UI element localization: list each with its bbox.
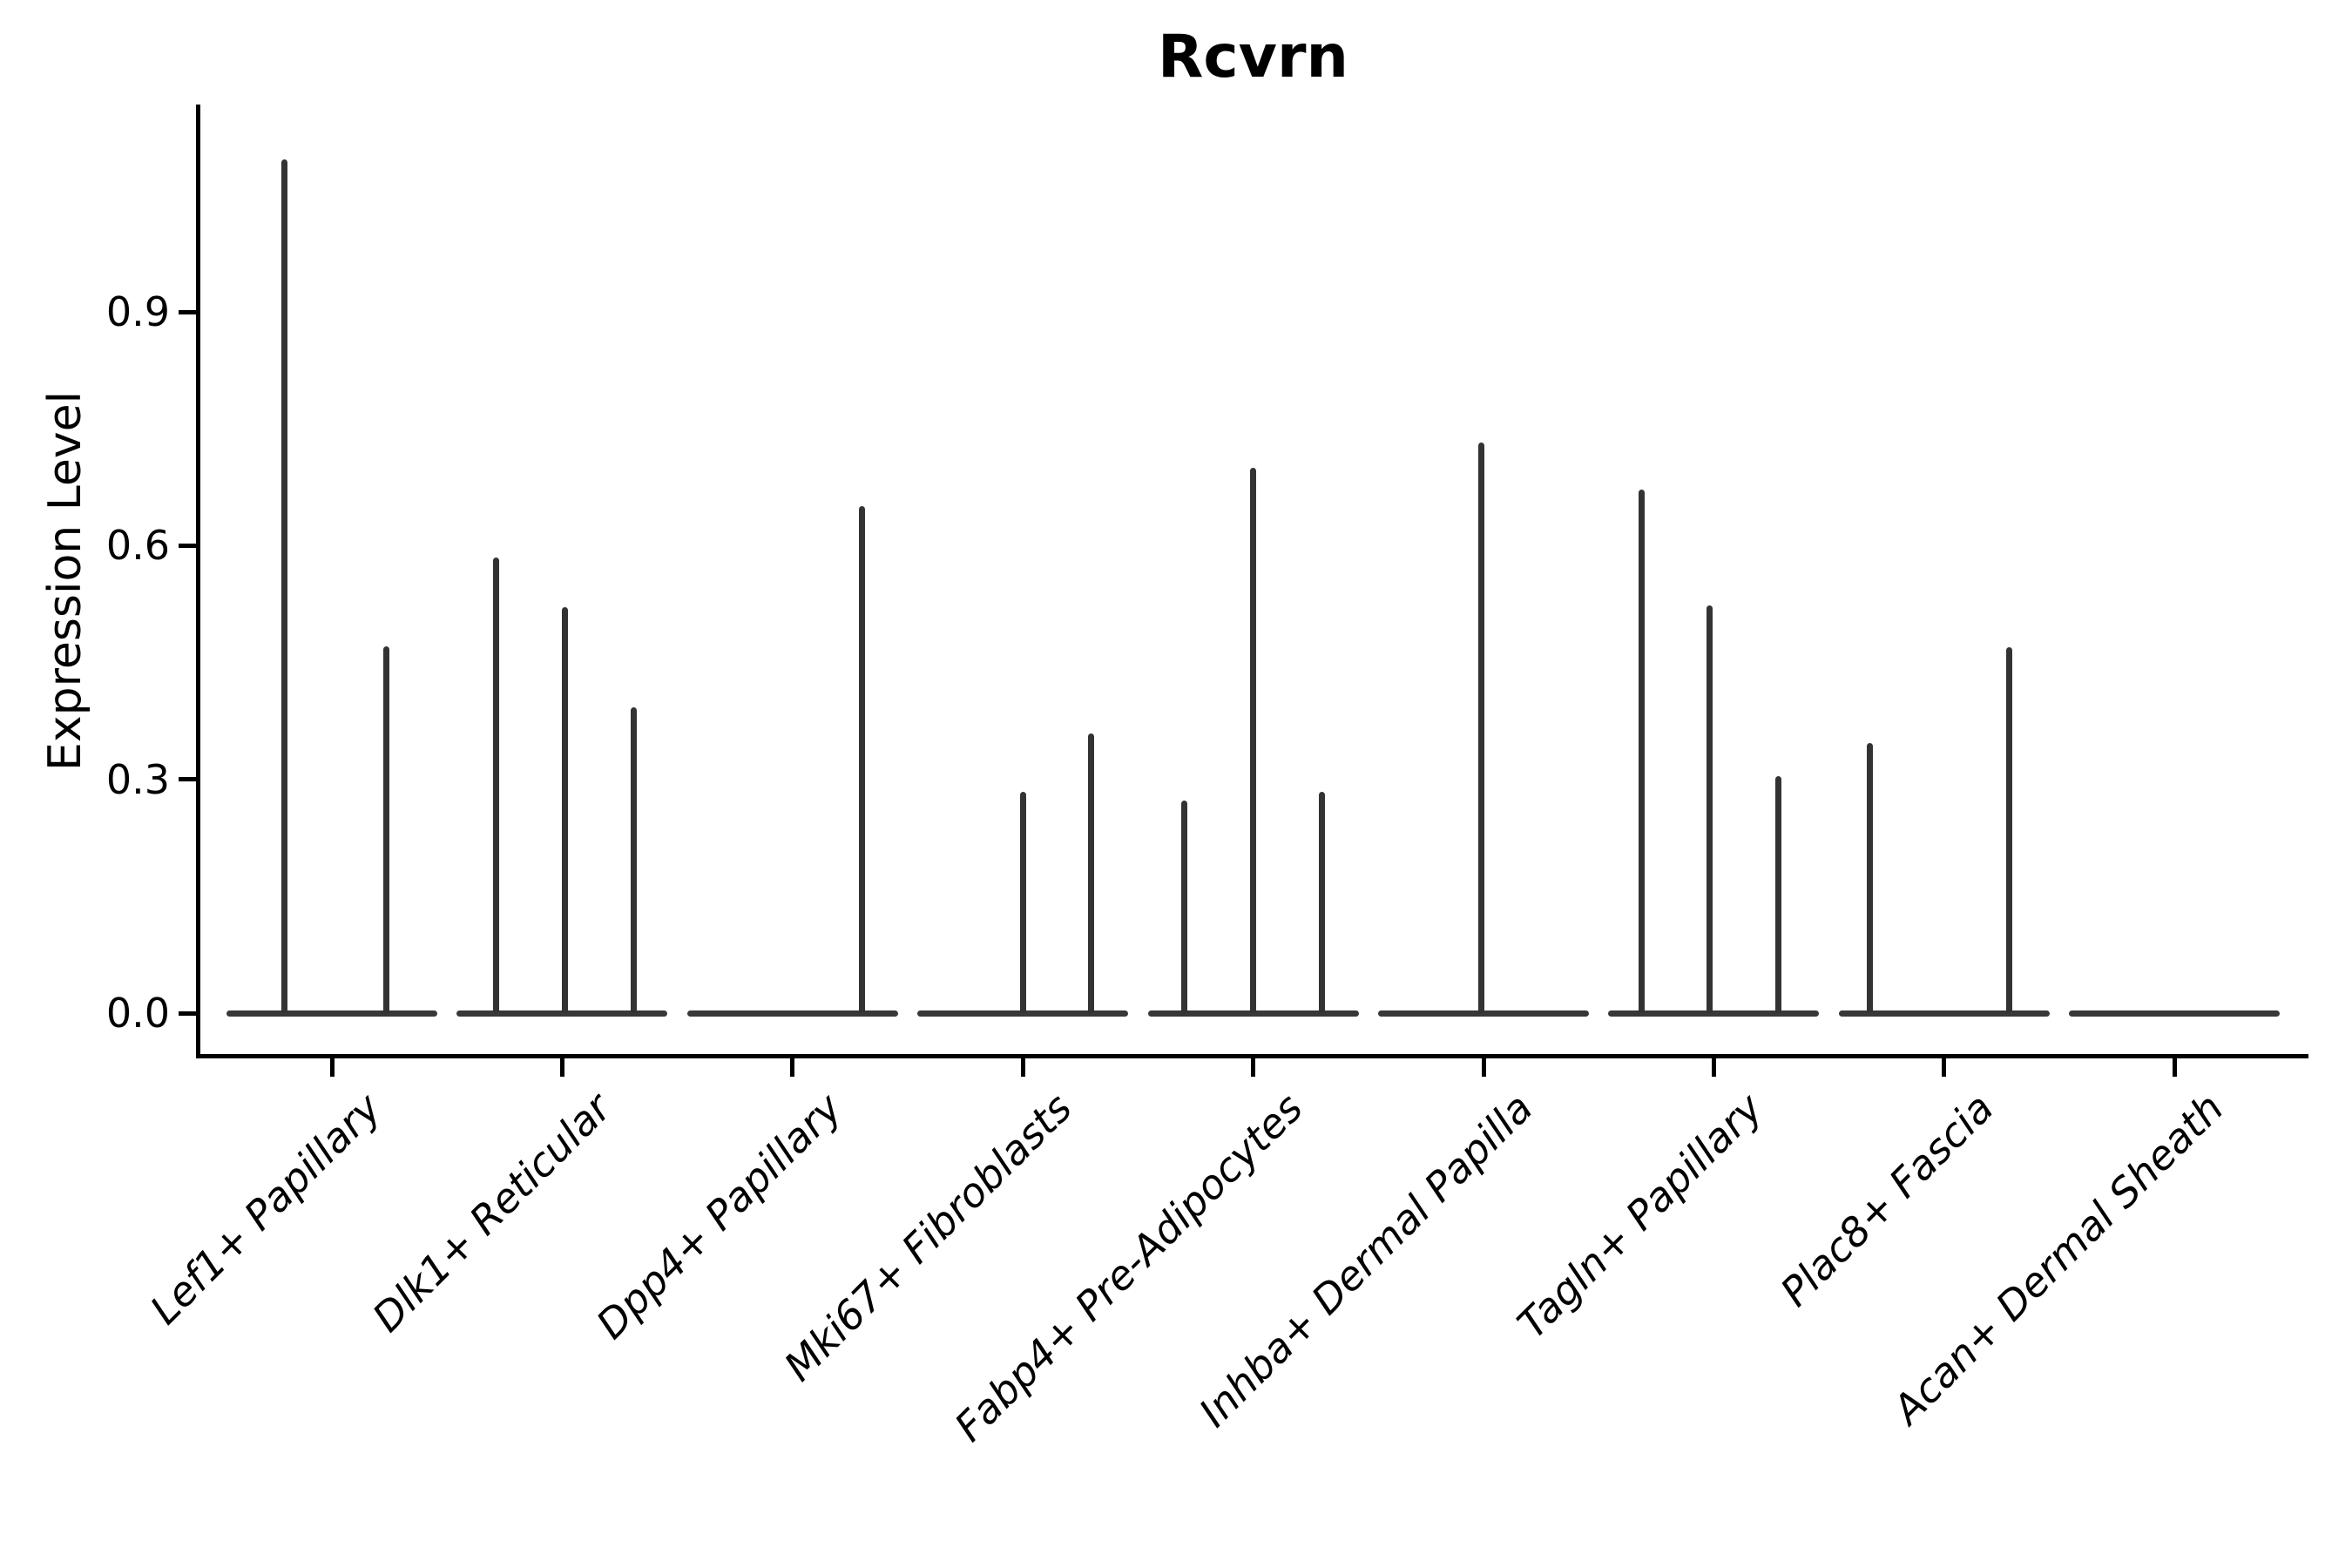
violin-spike <box>1477 443 1484 1013</box>
violin-zero-body <box>456 1010 668 1017</box>
y-axis-tick <box>179 777 196 782</box>
x-axis-tick <box>329 1056 335 1077</box>
violin-spike <box>1707 605 1713 1013</box>
x-tick-label: Dpp4+ Papillary <box>586 1084 851 1348</box>
violin-zero-body <box>1378 1010 1589 1017</box>
violin-spike <box>1318 791 1325 1013</box>
x-axis-tick <box>1481 1056 1486 1077</box>
y-axis-label: Expression Level <box>39 390 91 772</box>
violin-spike <box>561 607 568 1013</box>
violin-zero-body <box>1608 1010 1820 1017</box>
violin-spike <box>1867 742 1874 1013</box>
x-tick-label: Mki67+ Fibroblasts <box>774 1084 1081 1390</box>
plot-title: Rcvrn <box>1158 23 1348 91</box>
violin-zero-body <box>917 1010 1129 1017</box>
x-axis-tick <box>1711 1056 1716 1077</box>
x-axis-tick <box>1942 1056 1947 1077</box>
x-axis-tick <box>1020 1056 1025 1077</box>
x-tick-label: Fabp4+ Pre-Adipocytes <box>944 1084 1312 1451</box>
y-tick-label: 0.9 <box>105 288 170 336</box>
violin-zero-body <box>226 1010 437 1017</box>
violin-spike <box>2005 646 2012 1013</box>
y-axis-tick <box>179 543 196 548</box>
y-axis-spine <box>195 105 200 1058</box>
x-tick-label: Tagln+ Papillary <box>1508 1084 1773 1348</box>
x-tick-label: Plac8+ Fascia <box>1771 1084 2003 1315</box>
violin-spike <box>630 707 637 1013</box>
y-tick-label: 0.6 <box>105 522 170 570</box>
violin-zero-body <box>686 1010 898 1017</box>
violin-spike <box>1088 733 1095 1013</box>
violin-zero-body <box>1147 1010 1359 1017</box>
violin-spike <box>382 645 389 1013</box>
violin-spike <box>280 159 287 1013</box>
violin-spike <box>1180 800 1187 1013</box>
violin-spike <box>1638 489 1645 1013</box>
violin-spike <box>859 505 866 1013</box>
violin-spike <box>1249 467 1256 1013</box>
x-axis-tick <box>790 1056 795 1077</box>
x-tick-label: Acan+ Dermal Sheath <box>1883 1084 2233 1434</box>
violin-zero-body <box>2069 1010 2281 1017</box>
x-axis-tick <box>559 1056 564 1077</box>
violin-spike <box>493 557 500 1013</box>
violin-spike <box>1019 791 1026 1013</box>
x-axis-tick <box>1251 1056 1256 1077</box>
violin-zero-body <box>1838 1010 2050 1017</box>
y-axis-tick <box>179 1010 196 1016</box>
x-tick-label: Inhba+ Dermal Papilla <box>1189 1084 1542 1436</box>
y-tick-label: 0.0 <box>105 990 170 1037</box>
y-axis-tick <box>179 309 196 314</box>
violin-spike <box>1775 776 1782 1013</box>
y-tick-label: 0.3 <box>105 755 170 803</box>
x-axis-tick <box>2172 1056 2177 1077</box>
